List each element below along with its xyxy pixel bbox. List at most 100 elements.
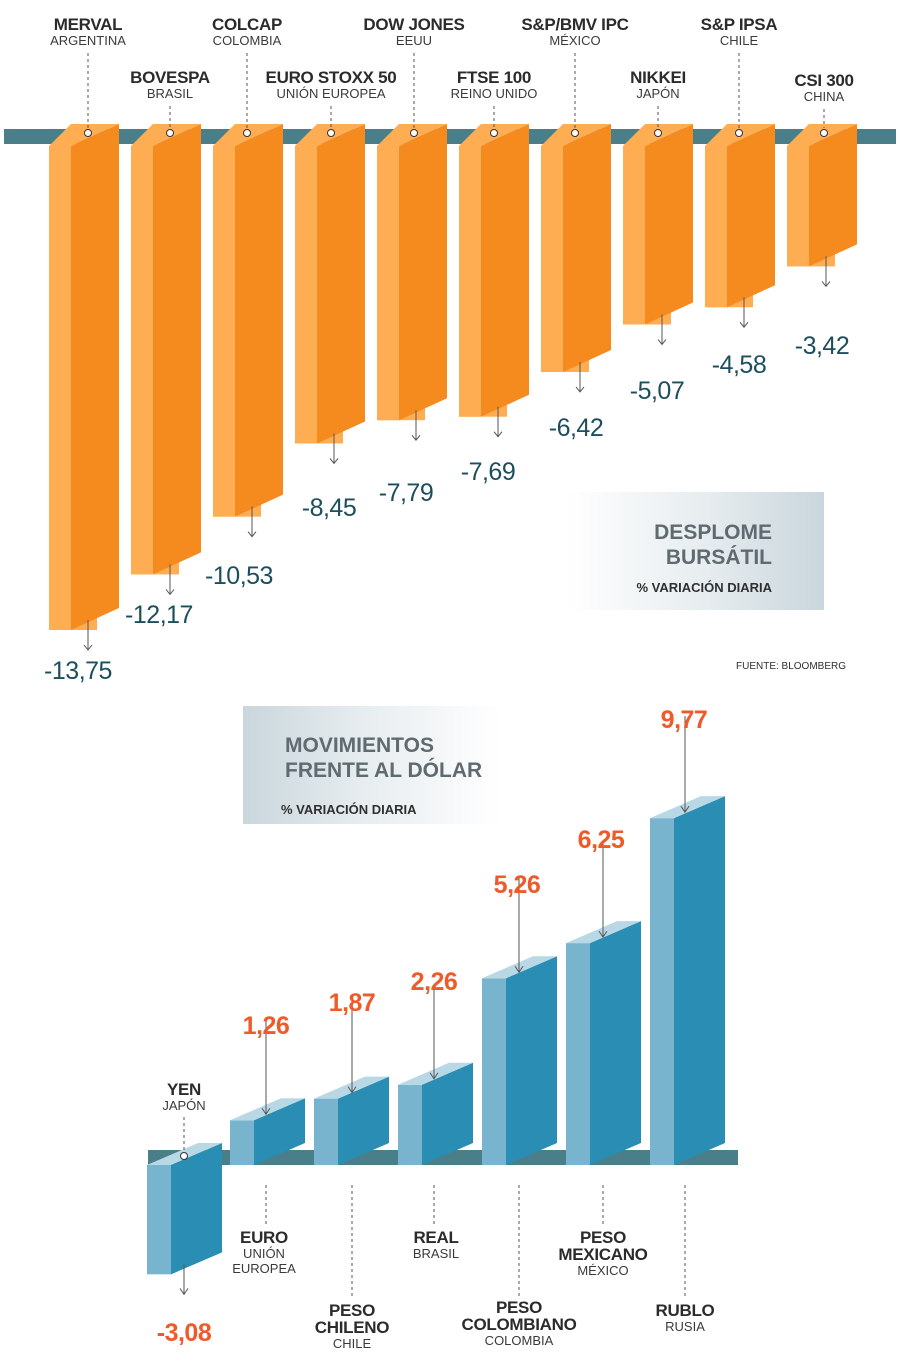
leader-dot: [735, 129, 743, 137]
leader-dot: [180, 1152, 188, 1160]
bar-side: [645, 124, 693, 325]
country-name: MÉXICO: [549, 33, 601, 48]
value-label: -12,17: [125, 601, 193, 629]
value-label: -3,08: [156, 1319, 212, 1347]
value-arrow-head: [247, 531, 257, 538]
bar-top: [49, 124, 119, 146]
bar-front: [623, 146, 645, 325]
bar-side: [674, 796, 725, 1165]
country-name: RUSIA: [665, 1319, 705, 1334]
bar-front: [295, 146, 317, 444]
currency-name: CHILENO: [314, 1318, 390, 1337]
category-label-ipc: S&P/BMV IPC MÉXICO: [521, 15, 629, 48]
value-label: -13,75: [44, 657, 112, 685]
country-name: BRASIL: [146, 86, 194, 101]
index-name: BOVESPA: [130, 68, 210, 87]
country-name: BRASIL: [412, 1246, 460, 1261]
leader-dot: [327, 129, 335, 137]
category-label-yen: YEN JAPÓN: [162, 1081, 205, 1113]
value-label: -7,69: [460, 458, 516, 486]
leader-dot: [84, 129, 92, 137]
currency-name: YEN: [166, 1080, 202, 1099]
country-name: JAPÓN: [636, 86, 680, 101]
index-name: NIKKEI: [630, 68, 686, 87]
value-label: -5,07: [629, 377, 685, 405]
index-name: FTSE 100: [456, 68, 532, 87]
country-name: COLOMBIA: [484, 1333, 554, 1348]
category-label-ftse: FTSE 100 REINO UNIDO: [451, 69, 538, 101]
bar-front: [314, 1098, 338, 1165]
value-arrow-head: [739, 321, 749, 329]
country-name: COLOMBIA: [212, 33, 282, 48]
country-name: CHINA: [803, 89, 845, 104]
currency-name: RUBLO: [655, 1301, 715, 1320]
bar-front: [49, 146, 71, 630]
value-arrow-head: [83, 644, 93, 651]
bar-side: [809, 124, 857, 267]
category-label-bovespa: BOVESPA BRASIL: [130, 69, 210, 101]
country-name: EEUU: [395, 33, 433, 48]
country-name: UNIÓN EUROPEA: [276, 86, 386, 101]
bar-side: [727, 124, 775, 308]
currency-name: PESO: [328, 1301, 376, 1320]
index-name: S&P IPSA: [700, 15, 778, 34]
bar-side: [254, 1098, 305, 1165]
bar-side: [481, 124, 529, 417]
value-arrow-head: [165, 589, 175, 596]
country-name: REINO UNIDO: [450, 86, 538, 101]
chart2-units: % VARIACIÓN DIARIA: [281, 802, 417, 817]
bar-side: [399, 124, 447, 421]
leader-dot: [571, 129, 579, 137]
currency-name: MEXICANO: [558, 1245, 648, 1264]
currency-name: EURO: [240, 1228, 288, 1247]
bar-side: [71, 124, 119, 630]
chart1-units: % VARIACIÓN DIARIA: [636, 580, 772, 595]
value-label: -6,42: [548, 414, 604, 442]
category-label-euro: EURO UNIÓN EUROPEA: [232, 1229, 296, 1276]
country-name: UNIÓN: [243, 1246, 285, 1261]
currency-name: COLOMBIANO: [461, 1315, 577, 1334]
bar-side: [422, 1062, 473, 1165]
category-label-csi: CSI 300 CHINA: [794, 72, 854, 104]
currency-name: PESO: [495, 1298, 543, 1317]
leader-dot: [243, 129, 251, 137]
value-arrow-head: [329, 458, 339, 465]
value-arrow-head: [261, 1107, 271, 1116]
bar-top: [650, 796, 725, 819]
index-name: COLCAP: [212, 15, 282, 34]
bar-front: [705, 146, 727, 308]
bar-front: [459, 146, 481, 417]
currency-name: PESO: [579, 1228, 627, 1247]
category-label-merval: MERVAL ARGENTINA: [50, 16, 126, 48]
chart1-title: DESPLOME BURSÁTIL: [654, 521, 772, 569]
bar-front: [566, 943, 590, 1165]
currency-name: REAL: [413, 1228, 459, 1247]
bar-top: [398, 1062, 473, 1085]
index-name: S&P/BMV IPC: [521, 15, 629, 34]
bar-front: [482, 978, 506, 1165]
value-label: 2,26: [410, 968, 458, 996]
value-arrow-head: [575, 386, 585, 393]
chart2-title-box: MOVIMIENTOS FRENTE AL DÓLAR % VARIACIÓN …: [243, 706, 501, 824]
category-label-peso-colombiano: PESO COLOMBIANO COLOMBIA: [461, 1299, 576, 1348]
bar-side: [338, 1076, 389, 1165]
value-label: -3,42: [794, 332, 850, 360]
bar-side: [317, 124, 365, 444]
index-name: MERVAL: [53, 15, 123, 34]
bar-side: [171, 1143, 222, 1275]
bar-front: [377, 146, 399, 421]
value-arrow-head: [598, 930, 608, 939]
bar-front: [650, 818, 674, 1165]
value-arrow-head: [821, 281, 831, 288]
value-arrow-head: [680, 805, 690, 814]
bar-front: [131, 146, 153, 575]
bar-front: [541, 146, 563, 372]
stock-index-chart: [4, 53, 896, 651]
value-arrow-head: [411, 434, 421, 442]
value-label: -7,79: [378, 479, 434, 507]
leader-dot: [820, 129, 828, 137]
chart2-title: MOVIMIENTOS FRENTE AL DÓLAR: [285, 734, 483, 782]
category-label-eurostoxx: EURO STOXX 50 UNIÓN EUROPEA: [266, 69, 397, 101]
